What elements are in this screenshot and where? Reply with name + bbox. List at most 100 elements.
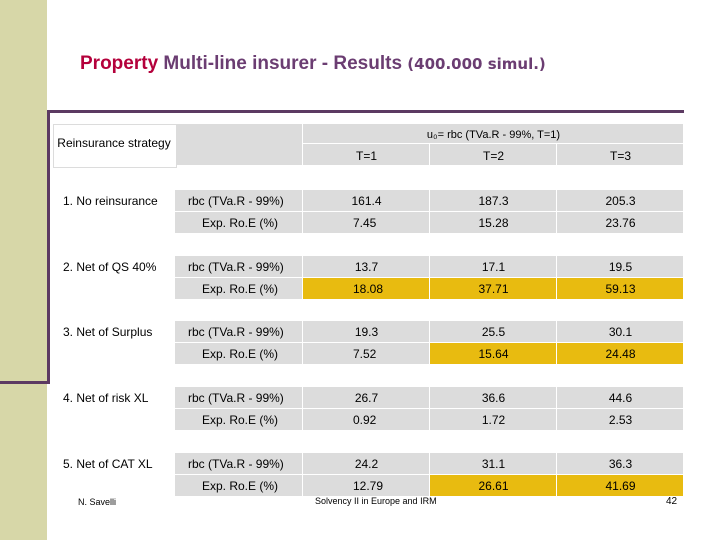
roe-value-cell [430,409,557,431]
rbc-value-cell [303,190,430,212]
roe-value-cell [430,278,557,300]
rbc-value-cell [303,256,430,278]
rbc-label: rbc (TVa.R - 99%) [188,457,284,471]
footer-author: N. Savelli [78,497,117,507]
rbc-value-cell [430,190,557,212]
rbc-value: 36.6 [481,391,506,405]
roe-label-cell [175,475,303,497]
roe-value: 26.61 [478,479,509,493]
roe-value-cell [430,212,557,234]
strategy-label: 3. Net of Surplus [63,325,153,339]
strategy-label: 1. No reinsurance [63,194,158,208]
rbc-value: 13.7 [354,260,379,274]
rbc-value-cell [430,387,557,409]
rbc-value-cell [430,256,557,278]
rbc-label: rbc (TVa.R - 99%) [188,391,284,405]
roe-value: 1.72 [481,413,506,427]
rbc-value: 24.2 [354,457,379,471]
roe-label-cell [175,212,303,234]
rbc-value: 17.1 [481,260,506,274]
rbc-value-cell [303,321,430,343]
header-t2-cell [430,144,557,166]
rbc-label: rbc (TVa.R - 99%) [188,194,284,208]
rbc-value: 44.6 [608,391,633,405]
page-title: Property Multi-line insurer - Results (4… [80,53,710,75]
header-strategy-box [53,124,177,168]
rbc-value: 25.5 [481,325,506,339]
header-strategy-label: Reinsurance strategy [57,136,171,150]
title-part1: Property [80,53,159,74]
header-left-band [175,124,303,166]
rbc-label-cell [175,321,303,343]
rbc-value-cell [557,387,684,409]
roe-label-cell [175,278,303,300]
title-part3: (400.000 simul.) [407,55,546,73]
rbc-value: 31.1 [481,457,506,471]
roe-value-cell [303,343,430,365]
roe-value: 15.28 [478,216,509,230]
roe-value: 23.76 [605,216,636,230]
rbc-value-cell [430,453,557,475]
header-t1-cell [303,144,430,166]
roe-value-cell [430,475,557,497]
rbc-value: 26.7 [354,391,379,405]
roe-value: 59.13 [605,282,636,296]
strategy-label: 2. Net of QS 40% [63,260,157,274]
roe-value-cell [557,475,684,497]
title-divider [47,110,684,113]
rbc-label-cell [175,453,303,475]
rbc-value: 187.3 [478,194,509,208]
rbc-value: 36.3 [608,457,633,471]
roe-value: 37.71 [478,282,509,296]
roe-value-cell [430,343,557,365]
rbc-value-cell [557,453,684,475]
roe-value: 41.69 [605,479,636,493]
roe-value-cell [303,475,430,497]
rbc-label: rbc (TVa.R - 99%) [188,260,284,274]
roe-label-cell [175,343,303,365]
sidebar-strip [0,0,47,540]
rbc-value-cell [303,453,430,475]
roe-label: Exp. Ro.E (%) [202,413,279,427]
strategy-label: 4. Net of risk XL [63,391,149,405]
roe-value: 12.79 [353,479,384,493]
roe-value: 15.64 [478,347,509,361]
rbc-label: rbc (TVa.R - 99%) [188,325,284,339]
rbc-value-cell [557,321,684,343]
footer-center: Solvency II in Europe and IRM [315,496,437,506]
rbc-value-cell [557,256,684,278]
roe-value-cell [303,212,430,234]
roe-value: 2.53 [608,413,633,427]
left-horizontal-rule [0,381,50,384]
rbc-value: 19.5 [608,260,633,274]
roe-label: Exp. Ro.E (%) [202,216,279,230]
rbc-value: 19.3 [354,325,379,339]
header-col-t2: T=2 [482,149,504,163]
roe-value-cell [303,278,430,300]
rbc-label-cell [175,387,303,409]
header-u0: u₀= rbc (TVa.R - 99%, T=1) [426,129,561,141]
roe-value-cell [557,343,684,365]
left-vertical-rule [47,113,50,383]
roe-value: 7.45 [353,216,377,230]
roe-label: Exp. Ro.E (%) [202,479,279,493]
roe-value-cell [303,409,430,431]
title-part2: Multi-line insurer - Results [163,53,403,74]
roe-value-cell [557,212,684,234]
rbc-value: 161.4 [351,194,382,208]
roe-value: 18.08 [353,282,384,296]
strategy-label: 5. Net of CAT XL [63,457,153,471]
roe-label: Exp. Ro.E (%) [202,282,279,296]
header-col-t1: T=1 [355,149,377,163]
roe-value: 24.48 [605,347,636,361]
rbc-value-cell [430,321,557,343]
roe-value-cell [557,409,684,431]
rbc-value-cell [557,190,684,212]
roe-value: 7.52 [353,347,377,361]
rbc-value: 205.3 [605,194,636,208]
header-col-t3: T=3 [609,149,631,163]
rbc-value-cell [303,387,430,409]
footer-page: 42 [666,496,678,507]
roe-value-cell [557,278,684,300]
header-t3-cell [557,144,684,166]
